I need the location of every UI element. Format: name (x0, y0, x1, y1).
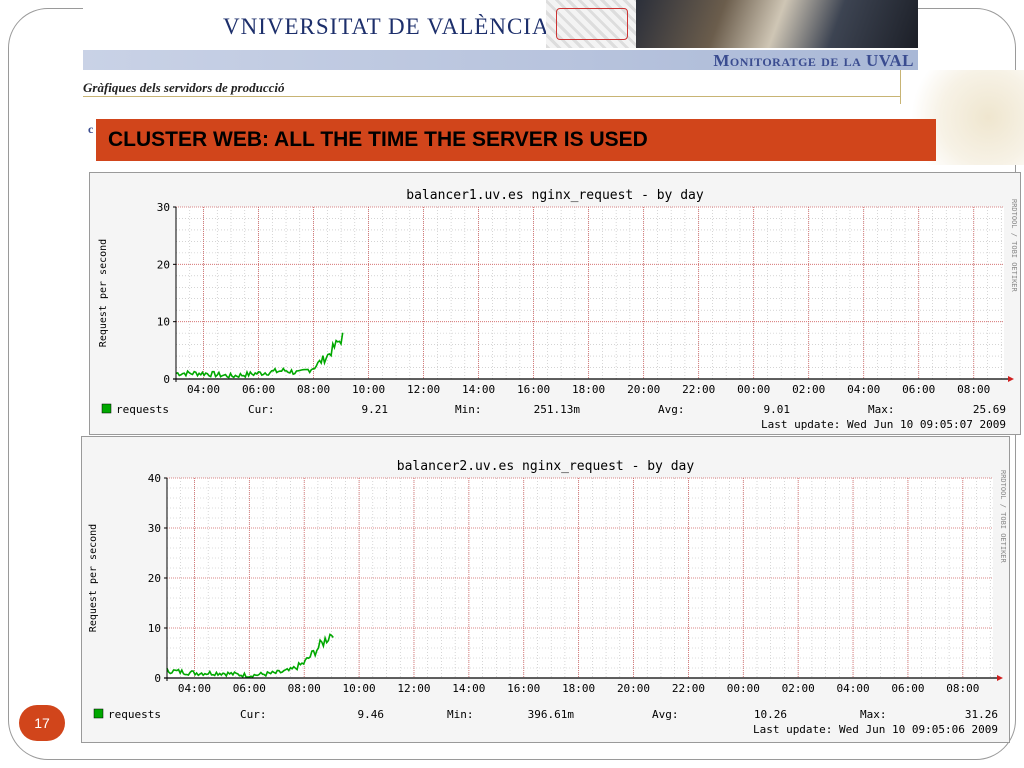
x-tick-label: 08:00 (946, 682, 979, 695)
x-tick-label: 16:00 (517, 383, 550, 396)
x-tick-label: 08:00 (957, 383, 990, 396)
header-banner: VNIVERSITAT DE VALÈNCIA Monitoratge de l… (83, 0, 918, 70)
legend-min-label: Min: (455, 403, 482, 416)
legend-last-update: Last update: Wed Jun 10 09:05:07 2009 (761, 418, 1006, 431)
plot-area (176, 207, 1004, 379)
x-tick-label: 02:00 (792, 383, 825, 396)
y-axis-label: Request per second (88, 524, 99, 632)
x-tick-label: 22:00 (672, 682, 705, 695)
x-tick-label: 04:00 (178, 682, 211, 695)
subtitle-vertical-divider (900, 70, 901, 104)
legend-max-label: Max: (860, 708, 887, 721)
legend-label-requests: requests (108, 708, 161, 721)
y-tick-label: 10 (157, 316, 170, 329)
slide-title: CLUSTER WEB: ALL THE TIME THE SERVER IS … (108, 128, 648, 151)
chart-title: balancer2.uv.es nginx_request - by day (397, 459, 695, 474)
x-tick-label: 04:00 (187, 383, 220, 396)
x-tick-label: 20:00 (627, 383, 660, 396)
x-tick-label: 22:00 (682, 383, 715, 396)
x-tick-label: 00:00 (737, 383, 770, 396)
x-tick-label: 06:00 (891, 682, 924, 695)
legend-cur-value: 9.46 (358, 708, 385, 721)
x-tick-label: 02:00 (782, 682, 815, 695)
x-tick-label: 14:00 (452, 682, 485, 695)
x-tick-label: 14:00 (462, 383, 495, 396)
y-tick-label: 40 (148, 472, 161, 485)
legend-avg-label: Avg: (652, 708, 679, 721)
legend-min-value: 396.61m (528, 708, 575, 721)
rrdtool-watermark: RRDTOOL / TOBI OETIKER (1010, 199, 1018, 293)
chart-title: balancer1.uv.es nginx_request - by day (406, 188, 704, 203)
x-tick-label: 08:00 (288, 682, 321, 695)
legend-swatch-requests (93, 708, 104, 719)
legend-avg-value: 9.01 (764, 403, 791, 416)
y-tick-label: 20 (157, 258, 170, 271)
legend-swatch-requests (101, 403, 112, 414)
y-tick-label: 0 (154, 672, 161, 685)
x-tick-label: 06:00 (902, 383, 935, 396)
chart-svg: balancer2.uv.es nginx_request - by day 0 1… (88, 459, 1007, 736)
x-tick-label: 18:00 (572, 383, 605, 396)
legend-min-label: Min: (447, 708, 474, 721)
legend-max-value: 31.26 (965, 708, 998, 721)
y-tick-label: 20 (148, 572, 161, 585)
x-tick-label: 04:00 (836, 682, 869, 695)
y-tick-label: 30 (148, 522, 161, 535)
page-subtitle: Gràfiques dels servidors de producció (83, 80, 285, 95)
banner-photos (546, 0, 918, 48)
x-tick-label: 10:00 (343, 682, 376, 695)
y-tick-label: 0 (163, 373, 170, 386)
banner-bar: Monitoratge de la UVAL (83, 50, 918, 70)
x-tick-label: 06:00 (242, 383, 275, 396)
x-tick-label: 18:00 (562, 682, 595, 695)
legend-avg-label: Avg: (658, 403, 685, 416)
y-axis-label: Request per second (98, 239, 109, 347)
legend-avg-value: 10.26 (754, 708, 787, 721)
legend-last-update: Last update: Wed Jun 10 09:05:06 2009 (753, 723, 998, 736)
graph-balancer1: balancer1.uv.es nginx_request - by day 0 1… (89, 172, 1021, 435)
chart-svg: balancer1.uv.es nginx_request - by day 0 1… (98, 188, 1018, 431)
x-axis-arrow (997, 675, 1003, 681)
legend-min-value: 251.13m (534, 403, 581, 416)
x-tick-label: 16:00 (507, 682, 540, 695)
x-tick-label: 20:00 (617, 682, 650, 695)
x-tick-label: 08:00 (297, 383, 330, 396)
network-diagram-image (546, 0, 636, 48)
x-axis-arrow (1008, 376, 1014, 382)
series-line-requests (166, 633, 334, 679)
people-photo-image (636, 0, 918, 48)
x-tick-label: 04:00 (847, 383, 880, 396)
legend-max-value: 25.69 (973, 403, 1006, 416)
x-tick-label: 10:00 (352, 383, 385, 396)
x-tick-label: 00:00 (727, 682, 760, 695)
subtitle-divider (83, 96, 901, 97)
legend-label-requests: requests (116, 403, 169, 416)
legend-max-label: Max: (868, 403, 895, 416)
graph-balancer2: balancer2.uv.es nginx_request - by day 0 1… (81, 436, 1010, 743)
legend-cur-label: Cur: (240, 708, 267, 721)
legend-cur-label: Cur: (248, 403, 275, 416)
x-tick-label: 06:00 (233, 682, 266, 695)
x-tick-label: 12:00 (397, 682, 430, 695)
banner-bar-text: Monitoratge de la UVAL (713, 51, 914, 70)
legend-cur-value: 9.21 (362, 403, 389, 416)
page-number-badge: 17 (19, 705, 65, 741)
slide-title-bar: CLUSTER WEB: ALL THE TIME THE SERVER IS … (96, 119, 936, 161)
partial-heading-letter: c (88, 122, 94, 136)
x-tick-label: 12:00 (407, 383, 440, 396)
university-logo-text: VNIVERSITAT DE VALÈNCIA (223, 14, 550, 39)
y-tick-label: 30 (157, 201, 170, 214)
series-line-requests (175, 332, 344, 379)
rrdtool-watermark: RRDTOOL / TOBI OETIKER (999, 470, 1007, 564)
y-tick-label: 10 (148, 622, 161, 635)
